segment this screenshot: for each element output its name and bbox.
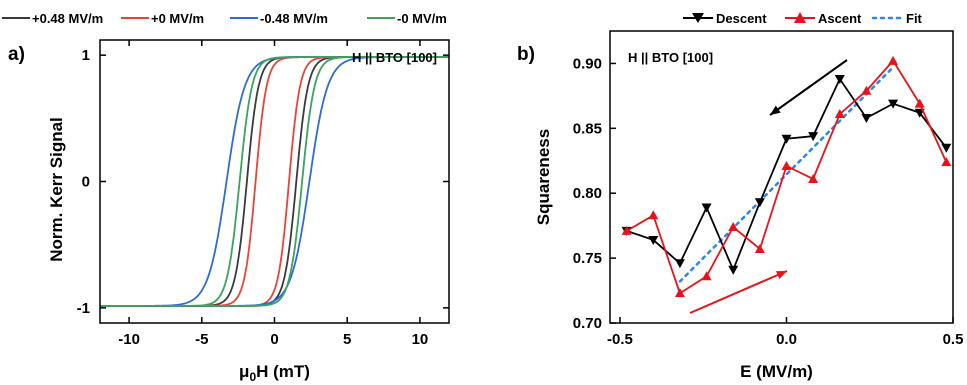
x-tick-label: -0.5 bbox=[607, 331, 633, 348]
legend-label: +0 MV/m bbox=[151, 11, 204, 26]
field-direction-annotation: H || BTO [100] bbox=[352, 50, 437, 65]
descent-marker bbox=[674, 259, 685, 269]
descent-marker bbox=[754, 198, 765, 208]
descent-marker bbox=[888, 99, 899, 109]
descent-direction-arrow-shaft bbox=[769, 59, 848, 116]
ascent-marker bbox=[674, 288, 685, 298]
x-tick-label: 0.0 bbox=[776, 331, 797, 348]
plot-frame bbox=[99, 39, 450, 324]
ascent-marker bbox=[914, 98, 925, 108]
x-axis-label: μ0H (mT) bbox=[239, 362, 310, 384]
y-tick-label: 0.85 bbox=[573, 120, 602, 137]
ascent-marker bbox=[808, 173, 819, 183]
ascent-direction-arrow-shaft bbox=[689, 270, 788, 314]
ascent-marker bbox=[861, 85, 872, 95]
x-tick-label: -5 bbox=[195, 331, 208, 348]
hysteresis-ascending-branch-3 bbox=[100, 56, 449, 307]
x-tick-label: 0 bbox=[270, 331, 278, 348]
descent-direction-arrow-head bbox=[770, 105, 781, 115]
x-tick-label: 10 bbox=[412, 331, 429, 348]
hysteresis-descending-branch-3 bbox=[100, 56, 449, 307]
ascent-marker bbox=[834, 109, 845, 119]
x-tick-label: 5 bbox=[343, 331, 351, 348]
y-tick-label: -1 bbox=[77, 300, 90, 317]
y-tick-label: 0.80 bbox=[573, 185, 602, 202]
ascent-marker bbox=[781, 160, 792, 170]
ascent-marker bbox=[888, 55, 899, 65]
hysteresis-ascending-branch-0 bbox=[100, 56, 449, 307]
legend-label: Descent bbox=[716, 11, 767, 26]
hysteresis-ascending-branch-1 bbox=[100, 56, 449, 307]
hysteresis-descending-branch-1 bbox=[100, 56, 449, 307]
legend-marker-descent bbox=[692, 13, 704, 23]
y-axis-label: Squareness bbox=[534, 129, 553, 225]
descent-marker bbox=[808, 132, 819, 142]
legend-label: Ascent bbox=[818, 11, 862, 26]
plot-frame bbox=[609, 30, 954, 324]
ascent-marker bbox=[728, 221, 739, 231]
hysteresis-descending-branch-0 bbox=[100, 56, 449, 307]
panel-label: a) bbox=[8, 44, 25, 65]
descent-marker bbox=[781, 134, 792, 144]
ascent-marker bbox=[648, 210, 659, 220]
x-tick-label: -10 bbox=[118, 331, 140, 348]
descent-marker bbox=[861, 113, 872, 123]
legend-label: -0.48 MV/m bbox=[260, 11, 328, 26]
descent-marker bbox=[834, 75, 845, 85]
x-axis-label: E (MV/m) bbox=[740, 362, 813, 381]
squareness-panel: -0.5 0.0 0.5 0.70 0.75 0.80 0.85 0.90 E (MV/m) Sq… bbox=[517, 11, 963, 381]
ascent-marker bbox=[701, 271, 712, 281]
descent-marker bbox=[701, 203, 712, 213]
ascent-marker bbox=[941, 157, 952, 167]
descent-marker bbox=[648, 235, 659, 245]
y-tick-label: 1 bbox=[82, 47, 90, 64]
y-tick-label: 0.75 bbox=[573, 250, 602, 267]
panel-label: b) bbox=[517, 44, 535, 65]
field-direction-annotation: H || BTO [100] bbox=[628, 50, 713, 65]
legend-label: +0.48 MV/m bbox=[32, 11, 103, 26]
hysteresis-ascending-branch-2 bbox=[100, 56, 449, 307]
legend-label: -0 MV/m bbox=[397, 11, 447, 26]
descent-marker bbox=[941, 143, 952, 153]
y-tick-label: 0.70 bbox=[573, 315, 602, 332]
descent-marker bbox=[728, 265, 739, 275]
fit-line bbox=[678, 66, 895, 283]
ascent-direction-arrow-head bbox=[776, 271, 787, 279]
x-tick-label: 0.5 bbox=[943, 331, 964, 348]
legend-marker-ascent bbox=[794, 12, 806, 23]
hysteresis-descending-branch-2 bbox=[100, 56, 449, 307]
y-tick-label: 0 bbox=[82, 174, 90, 191]
ascent-marker bbox=[621, 225, 632, 235]
y-tick-label: 0.90 bbox=[573, 55, 602, 72]
ascent-marker bbox=[754, 244, 765, 254]
legend-label: Fit bbox=[906, 11, 923, 26]
y-axis-label: Norm. Kerr Signal bbox=[47, 117, 66, 262]
